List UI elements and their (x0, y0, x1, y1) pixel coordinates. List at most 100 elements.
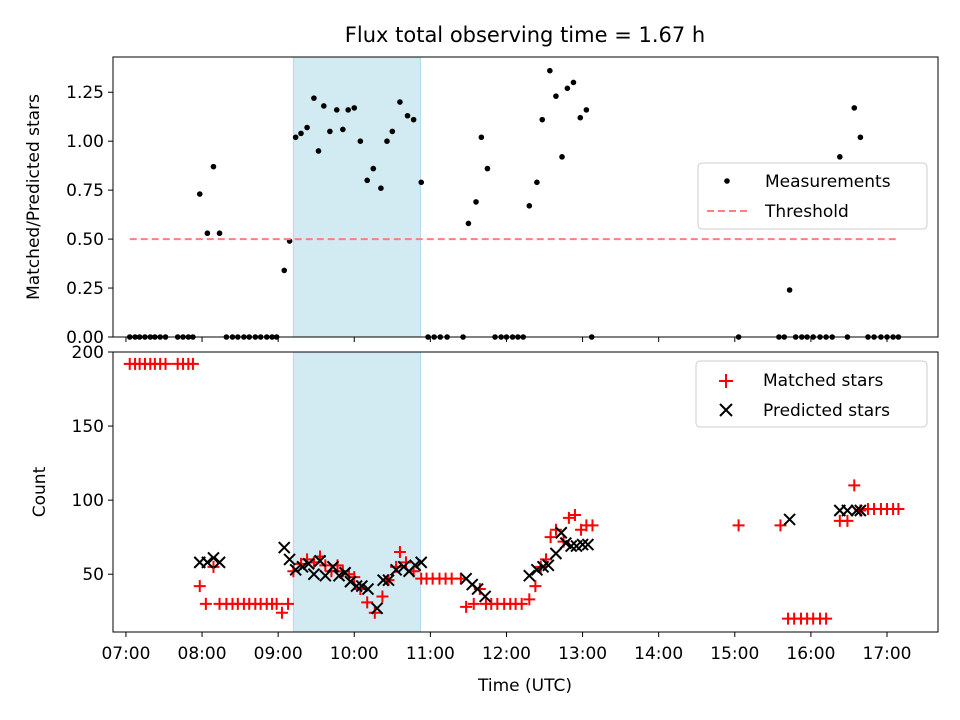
predicted-star-point (289, 563, 302, 576)
y-tick-label: 0.25 (66, 279, 104, 299)
y-tick-label: 1.25 (66, 83, 104, 103)
matched-star-point (186, 357, 199, 370)
measurement-point (333, 107, 340, 113)
predicted-star-point (530, 563, 544, 576)
predicted-star-point (581, 538, 595, 551)
predicted-star-point (350, 579, 363, 593)
measurement-point (304, 124, 310, 131)
predicted-star-point (850, 504, 863, 517)
x-tick-label: 10:00 (330, 644, 379, 664)
measurement-point (216, 230, 223, 237)
measurement-point (204, 230, 211, 237)
measurement-point (327, 128, 333, 135)
top-y-axis-ticks: 0.00 0.25 0.50 0.75 1.00 1.25 (66, 83, 113, 348)
matched-star-point (848, 479, 861, 492)
measurement-point (526, 203, 533, 209)
y-tick-label: 0.75 (66, 181, 104, 201)
matched-star-point (586, 519, 599, 532)
matched-star-point (275, 606, 288, 619)
predicted-star-point (338, 566, 352, 579)
predicted-star-point (408, 559, 422, 572)
measurement-point (553, 93, 559, 99)
bottom-legend: Matched stars Predicted stars (695, 360, 928, 428)
measurement-point (321, 103, 327, 109)
measurement-point (577, 114, 584, 121)
x-tick-label: 13:00 (558, 644, 607, 664)
predicted-star-point (361, 582, 375, 596)
predicted-star-point (841, 504, 854, 517)
measurement-point (570, 79, 577, 86)
predicted-star-point (564, 539, 578, 553)
x-tick-label: 08:00 (178, 644, 227, 664)
x-tick-label: 09:00 (254, 644, 303, 664)
x-axis-label: Time (UTC) (477, 676, 572, 696)
predicted-star-point (302, 557, 315, 571)
measurement-point (315, 148, 322, 154)
measurement-point (404, 112, 411, 119)
top-legend-box (697, 162, 928, 230)
predicted-star-point (389, 563, 403, 576)
predicted-star-point (415, 556, 428, 569)
measurement-point (389, 128, 396, 135)
y-tick-label: 150 (72, 417, 104, 437)
predicted-star-point (355, 579, 369, 593)
x-tick-label: 15:00 (710, 644, 759, 664)
predicted-star-point (523, 569, 536, 582)
matched-star-point (193, 580, 206, 593)
predicted-star-point (283, 553, 296, 566)
bottom-y-axis-ticks: 50 100 150 200 (72, 343, 113, 585)
matched-star-point (774, 519, 787, 532)
measurement-point (539, 116, 546, 123)
top-legend: Measurements Threshold (697, 162, 928, 230)
matched-star-point (282, 597, 295, 610)
matched-star-point (159, 357, 172, 370)
matched-star-point (368, 606, 381, 619)
matched-star-point (544, 531, 557, 544)
measurement-point (534, 179, 540, 186)
legend-x-icon (719, 403, 733, 417)
flux-ratio-panel: 0.00 0.25 0.50 0.75 1.00 1.25 Flux total obse… (24, 23, 939, 348)
measurement-point (478, 134, 485, 141)
bottom-axes-frame (112, 351, 939, 633)
legend-label-matched: Matched stars (763, 371, 883, 391)
y-tick-label: 0.00 (66, 328, 104, 348)
matched-star-point (207, 560, 220, 573)
matched-star-point (562, 511, 575, 524)
measurement-point (370, 165, 377, 172)
matched-star-point (199, 597, 212, 610)
matched-star-point (515, 597, 528, 610)
measurement-point (351, 105, 358, 111)
measurement-point (559, 154, 565, 160)
predicted-star-point (307, 568, 321, 581)
predicted-star-point (296, 560, 309, 574)
predicted-star-point (278, 541, 291, 554)
matched-star-point (361, 596, 374, 609)
measurement-point (281, 267, 288, 274)
predicted-star-point (207, 551, 220, 565)
measurement-point (418, 179, 425, 186)
measurement-point (583, 107, 590, 113)
bottom-x-axis-ticks: 07:00 08:00 09:00 10:00 11:00 12:00 13:00 14:00… (101, 632, 912, 664)
measurement-point (298, 130, 304, 137)
measurement-point (465, 220, 472, 227)
x-tick-label: 14:00 (634, 644, 683, 664)
x-tick-label: 07:00 (101, 644, 150, 664)
measurement-point (851, 105, 858, 111)
measurement-point (397, 99, 403, 105)
matched-star-point (393, 546, 406, 558)
matched-star-point (467, 597, 480, 610)
predicted-star-point (576, 538, 589, 551)
measurement-point (378, 185, 384, 191)
predicted-star-point (201, 556, 214, 569)
x-tick-label: 12:00 (482, 644, 531, 664)
legend-plus-icon (719, 374, 733, 388)
matched-star-point (820, 612, 833, 625)
y-tick-label: 200 (72, 343, 104, 363)
star-count-panel: 50 100 150 200 07:00 08:00 09:00 10:00 11:00 12:… (30, 343, 939, 696)
matched-star-point (549, 523, 562, 536)
measurement-point (473, 199, 479, 205)
measurement-point (364, 177, 370, 184)
matched-star-point (568, 508, 581, 521)
chart-title: Flux total observing time = 1.67 h (345, 23, 705, 47)
